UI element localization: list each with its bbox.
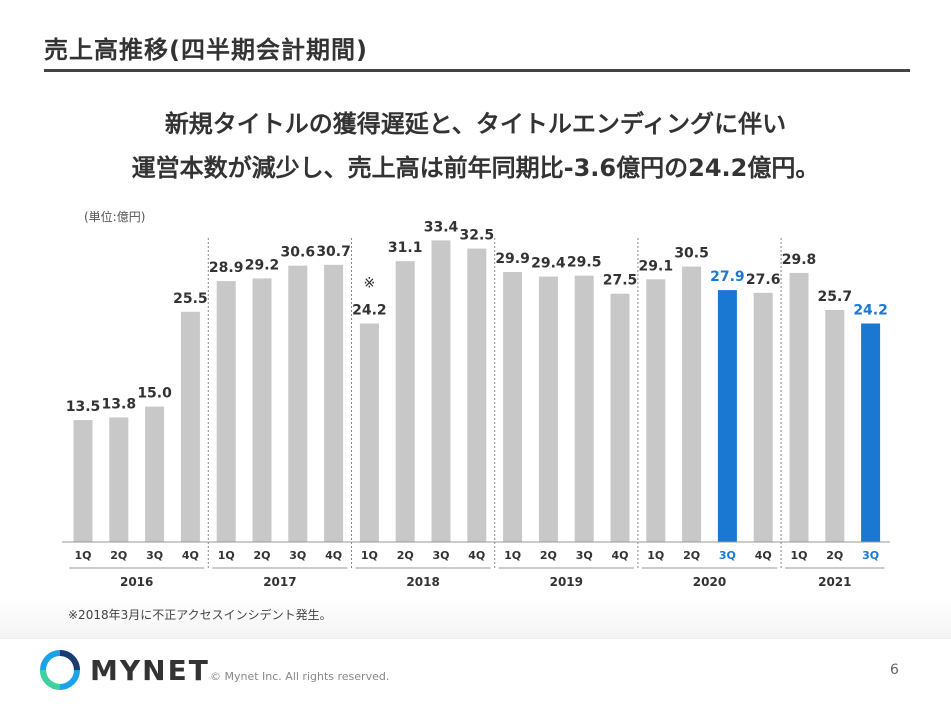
year-label-2017: 2017 <box>263 575 296 589</box>
bar-2017-3Q <box>288 265 308 542</box>
value-label-2016-4Q: 25.5 <box>173 291 208 307</box>
quarter-label-2019-1Q: 1Q <box>504 549 521 562</box>
title-divider <box>44 69 910 72</box>
footer-fade <box>0 598 951 638</box>
quarter-label-2019-2Q: 2Q <box>540 549 557 562</box>
quarter-label-2016-2Q: 2Q <box>110 549 127 562</box>
bar-2018-1Q <box>359 323 379 542</box>
bar-2017-2Q <box>252 278 272 542</box>
value-label-2020-2Q: 30.5 <box>674 246 709 262</box>
page-number: 6 <box>890 662 899 678</box>
value-label-2018-1Q: 24.2 <box>352 303 387 319</box>
year-label-2016: 2016 <box>120 575 153 589</box>
quarter-label-2018-1Q: 1Q <box>361 549 378 562</box>
quarter-label-2016-1Q: 1Q <box>74 549 91 562</box>
bar-2017-4Q <box>324 264 344 542</box>
bar-2016-3Q <box>145 406 165 542</box>
footnote: ※2018年3月に不正アクセスインシデント発生。 <box>68 608 332 622</box>
quarter-label-2017-3Q: 3Q <box>289 549 306 562</box>
quarter-label-2018-2Q: 2Q <box>397 549 414 562</box>
value-label-2017-1Q: 28.9 <box>209 260 244 276</box>
bar-2018-3Q <box>431 240 451 542</box>
quarter-label-2016-3Q: 3Q <box>146 549 163 562</box>
value-label-2018-3Q: 33.4 <box>424 219 459 235</box>
bar-2016-2Q <box>109 417 129 542</box>
year-label-2020: 2020 <box>693 575 726 589</box>
value-label-2019-4Q: 27.5 <box>603 273 638 289</box>
value-label-2016-3Q: 15.0 <box>137 386 172 402</box>
value-label-2019-2Q: 29.4 <box>531 256 566 272</box>
quarter-label-2017-4Q: 4Q <box>325 549 342 562</box>
copyright: © Mynet Inc. All rights reserved. <box>210 670 390 683</box>
quarter-label-2021-1Q: 1Q <box>790 549 807 562</box>
value-label-2021-2Q: 25.7 <box>818 289 853 305</box>
value-label-2021-3Q: 24.2 <box>853 303 888 319</box>
bar-2016-1Q <box>73 420 93 542</box>
year-label-2019: 2019 <box>550 575 583 589</box>
headline-line-1: 新規タイトルの獲得遅延と、タイトルエンディングに伴い <box>164 110 787 138</box>
value-label-2019-1Q: 29.9 <box>495 251 530 267</box>
bar-2021-1Q <box>789 272 809 542</box>
quarter-label-2018-3Q: 3Q <box>432 549 449 562</box>
bar-2019-1Q <box>503 272 523 542</box>
revenue-bar-chart: 13.5 1Q 13.8 2Q 15.0 3Q 25.5 4Q 2016 28.9 1Q 29.2 2Q… <box>62 219 890 589</box>
slide-title: 売上高推移(四半期会計期間) <box>44 36 368 64</box>
value-label-2016-1Q: 13.5 <box>66 399 101 415</box>
bar-2020-4Q <box>753 292 773 542</box>
value-label-2021-1Q: 29.8 <box>782 252 817 268</box>
bar-2020-3Q <box>717 290 737 542</box>
bar-2019-4Q <box>610 293 630 542</box>
bar-2020-1Q <box>646 279 666 542</box>
bar-2017-1Q <box>216 281 236 542</box>
bar-2020-2Q <box>682 266 702 542</box>
value-label-2016-2Q: 13.8 <box>102 396 137 412</box>
value-label-2018-4Q: 32.5 <box>460 228 495 244</box>
value-label-2017-2Q: 29.2 <box>245 257 280 273</box>
quarter-label-2017-2Q: 2Q <box>253 549 270 562</box>
logo-wordmark: MYNET <box>90 654 210 687</box>
quarter-label-2019-4Q: 4Q <box>611 549 628 562</box>
value-label-2018-2Q: 31.1 <box>388 240 423 256</box>
quarter-label-2016-4Q: 4Q <box>182 549 199 562</box>
bar-2018-4Q <box>467 248 487 542</box>
year-label-2018: 2018 <box>406 575 439 589</box>
headline-line-2: 運営本数が減少し、売上高は前年同期比-3.6億円の24.2億円。 <box>131 154 820 182</box>
bar-2021-2Q <box>825 310 845 542</box>
bar-2019-2Q <box>538 276 558 542</box>
bar-2019-3Q <box>574 275 594 542</box>
quarter-label-2017-1Q: 1Q <box>218 549 235 562</box>
value-label-2020-3Q: 27.9 <box>710 269 745 285</box>
bar-2018-2Q <box>395 261 415 542</box>
value-label-2019-3Q: 29.5 <box>567 255 602 271</box>
unit-label: (単位:億円) <box>84 210 146 224</box>
value-label-2017-4Q: 30.7 <box>316 244 351 260</box>
quarter-label-2020-3Q: 3Q <box>719 549 736 562</box>
year-label-2021: 2021 <box>818 575 851 589</box>
value-label-2020-4Q: 27.6 <box>746 272 781 288</box>
quarter-label-2019-3Q: 3Q <box>576 549 593 562</box>
value-label-2017-3Q: 30.6 <box>281 245 316 261</box>
quarter-label-2021-2Q: 2Q <box>826 549 843 562</box>
quarter-label-2018-4Q: 4Q <box>468 549 485 562</box>
annotation-mark: ※ <box>364 276 376 292</box>
quarter-label-2020-4Q: 4Q <box>755 549 772 562</box>
bar-2021-3Q <box>861 323 881 542</box>
mynet-logo-icon <box>40 650 80 690</box>
footer <box>0 638 951 713</box>
quarter-label-2021-3Q: 3Q <box>862 549 879 562</box>
value-label-2020-1Q: 29.1 <box>639 258 674 274</box>
quarter-label-2020-2Q: 2Q <box>683 549 700 562</box>
bar-2016-4Q <box>180 311 200 542</box>
quarter-label-2020-1Q: 1Q <box>647 549 664 562</box>
